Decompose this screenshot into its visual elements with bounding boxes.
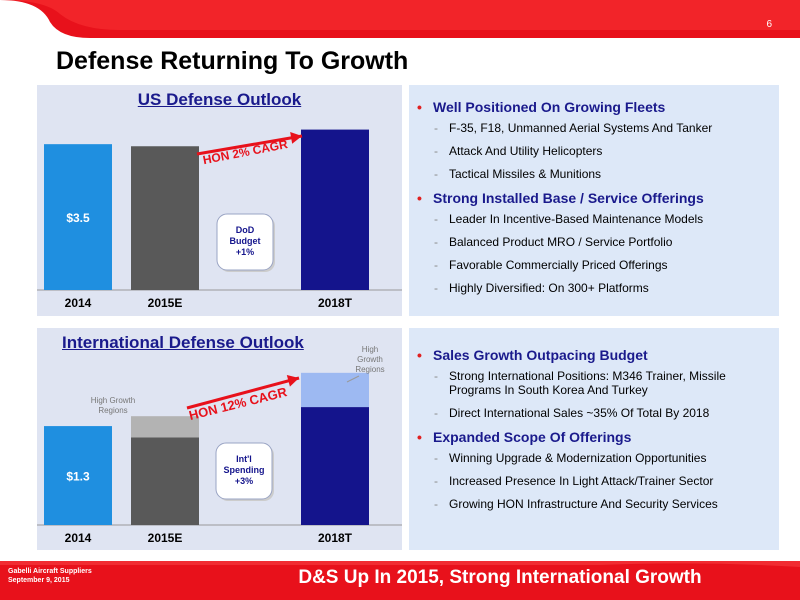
dash-icon: -: [434, 406, 438, 420]
bottom-sub-bullet-text: Winning Upgrade & Modernization Opportun…: [449, 451, 707, 465]
bubble-text: +1%: [236, 247, 254, 257]
cagr-arrow-line: [186, 376, 300, 410]
bottom-bullets-panel: [409, 328, 779, 550]
x-tick-label: 2018T: [318, 296, 353, 310]
bottom-bullet: • Sales Growth Outpacing Budget: [415, 347, 775, 363]
top-bullet-text: Well Positioned On Growing Fleets: [433, 99, 666, 115]
region-label-2018: Regions: [355, 365, 384, 374]
top-bullet: • Well Positioned On Growing Fleets: [415, 99, 775, 115]
dash-icon: -: [434, 212, 438, 226]
dash-icon: -: [434, 451, 438, 465]
bullet-dot-icon: •: [417, 347, 422, 363]
bubble-box: [215, 442, 273, 500]
dash-icon: -: [434, 235, 438, 249]
dash-icon: -: [434, 281, 438, 295]
bar-value-label: $3.5: [66, 211, 90, 225]
dash-icon: -: [434, 474, 438, 488]
bubble-box: [216, 213, 274, 271]
header-bar: [0, 0, 800, 38]
x-tick-label: 2018T: [318, 531, 353, 545]
bottom-bullet-text: Sales Growth Outpacing Budget: [433, 347, 648, 363]
bar-2015E-high-growth: [131, 416, 199, 438]
bullet-dot-icon: •: [417, 190, 422, 206]
bottom-bullet: • Expanded Scope Of Offerings: [415, 429, 775, 445]
cagr-arrow-head-icon: [286, 375, 299, 387]
us-chart-title: US Defense Outlook: [137, 90, 302, 109]
bar-2015E-base: [131, 437, 199, 525]
dash-icon: -: [434, 121, 438, 135]
dash-icon: -: [434, 167, 438, 181]
region-label-2018: Growth: [357, 355, 383, 364]
top-sub-bullet: - Balanced Product MRO / Service Portfoli…: [415, 235, 775, 249]
bar-2018T-base: [301, 407, 369, 525]
bullet-dot-icon: •: [417, 429, 422, 445]
bar-value-label: $1.3: [66, 470, 90, 484]
bottom-sub-bullet: - Direct International Sales ~35% Of Tota…: [415, 406, 775, 420]
bar-2018T-high-growth: [301, 372, 369, 408]
bubble-text: DoD: [236, 225, 255, 235]
footer-title: D&S Up In 2015, Strong International Gro…: [298, 567, 702, 588]
top-bullet-text: Strong Installed Base / Service Offering…: [433, 190, 704, 206]
top-sub-bullet: - Highly Diversified: On 300+ Platforms: [415, 281, 775, 295]
bottom-sub-bullet-text: Increased Presence In Light Attack/Train…: [449, 474, 714, 488]
top-bullet: • Strong Installed Base / Service Offerin…: [415, 190, 775, 206]
top-sub-bullet-text: Balanced Product MRO / Service Portfolio: [449, 235, 673, 249]
bubble-text: Budget: [230, 236, 261, 246]
bar-2015E: [131, 146, 199, 290]
footer-event: Gabelli Aircraft Suppliers: [8, 568, 92, 575]
bottom-sub-bullet: - Growing HON Infrastructure And Security…: [415, 497, 775, 511]
top-sub-bullet: - Leader In Incentive-Based Maintenance M…: [415, 212, 775, 226]
bottom-sub-bullet-text: Strong International Positions: M346 Tra…: [449, 369, 726, 397]
region-label-2015: High Growth: [91, 396, 135, 405]
x-tick-label: 2014: [65, 296, 92, 310]
region-label-2015: Regions: [98, 406, 127, 415]
dash-icon: -: [434, 369, 438, 383]
top-bullet-list: • Well Positioned On Growing Fleets - F-35,…: [415, 99, 775, 304]
top-sub-bullet-text: Attack And Utility Helicopters: [449, 144, 603, 158]
top-sub-bullet: - Attack And Utility Helicopters: [415, 144, 775, 158]
page-number: 6: [766, 19, 772, 30]
cagr-arrow-line: [196, 134, 303, 156]
top-sub-bullet: - F-35, F18, Unmanned Aerial Systems And …: [415, 121, 775, 135]
bar-2014: [44, 144, 112, 290]
bottom-sub-bullet-text: Growing HON Infrastructure And Security …: [449, 497, 718, 511]
top-sub-bullet: - Tactical Missiles & Munitions: [415, 167, 775, 181]
top-bullets-panel: [409, 85, 779, 316]
top-sub-bullet: - Favorable Commercially Priced Offerings: [415, 258, 775, 272]
bottom-sub-bullet: - Increased Presence In Light Attack/Trai…: [415, 474, 775, 488]
dash-icon: -: [434, 258, 438, 272]
dash-icon: -: [434, 497, 438, 511]
top-sub-bullet-text: F-35, F18, Unmanned Aerial Systems And T…: [449, 121, 713, 135]
bubble-text: Spending: [224, 465, 265, 475]
top-sub-bullet-text: Highly Diversified: On 300+ Platforms: [449, 281, 649, 295]
bottom-sub-bullet: - Strong International Positions: M346 Tr…: [415, 369, 775, 397]
top-sub-bullet-text: Favorable Commercially Priced Offerings: [449, 258, 668, 272]
bullet-dot-icon: •: [417, 99, 422, 115]
region-label-2018: High: [362, 345, 378, 354]
bar-2014-base: [44, 426, 112, 525]
bottom-bullet-text: Expanded Scope Of Offerings: [433, 429, 632, 445]
x-tick-label: 2015E: [148, 531, 183, 545]
footer-bar: [0, 561, 800, 600]
cagr-arrow-head-icon: [290, 131, 302, 144]
bubble-text: Int'l: [236, 454, 252, 464]
region-pointer-line: [346, 375, 360, 383]
bottom-bullet-list: • Sales Growth Outpacing Budget - Strong In…: [415, 347, 775, 520]
dash-icon: -: [434, 144, 438, 158]
footer-source: Gabelli Aircraft Suppliers September 9, …: [8, 567, 92, 585]
top-sub-bullet-text: Tactical Missiles & Munitions: [449, 167, 602, 181]
intl-chart-title: International Defense Outlook: [62, 333, 304, 352]
x-tick-label: 2015E: [148, 296, 183, 310]
bubble-text: +3%: [235, 476, 253, 486]
page-title: Defense Returning To Growth: [56, 47, 409, 75]
bar-2018T: [301, 129, 369, 290]
top-sub-bullet-text: Leader In Incentive-Based Maintenance Mo…: [449, 212, 704, 226]
x-tick-label: 2014: [65, 531, 92, 545]
bottom-sub-bullet-text: Direct International Sales ~35% Of Total…: [449, 406, 710, 420]
footer-date: September 9, 2015: [8, 577, 70, 584]
bottom-sub-bullet: - Winning Upgrade & Modernization Opportu…: [415, 451, 775, 465]
